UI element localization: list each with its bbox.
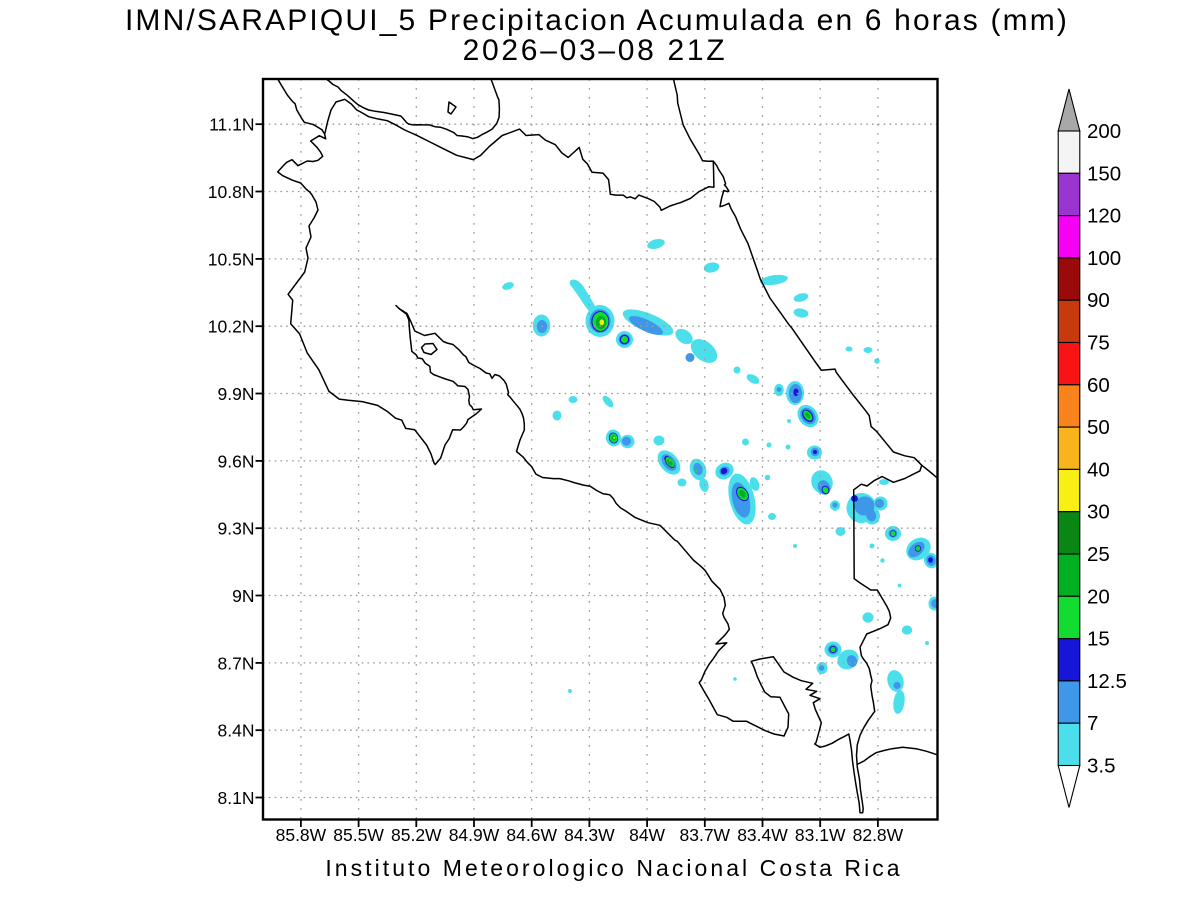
- svg-text:9.9N: 9.9N: [218, 384, 255, 404]
- svg-text:85.5W: 85.5W: [333, 825, 384, 845]
- svg-text:84W: 84W: [629, 825, 665, 845]
- svg-text:8.4N: 8.4N: [218, 721, 255, 741]
- svg-text:50: 50: [1087, 416, 1110, 439]
- svg-text:25: 25: [1087, 543, 1110, 566]
- svg-text:82.8W: 82.8W: [853, 825, 904, 845]
- svg-text:2026–03–08 21Z: 2026–03–08 21Z: [463, 34, 728, 67]
- svg-text:10.2N: 10.2N: [208, 317, 255, 337]
- svg-text:9N: 9N: [232, 586, 254, 606]
- svg-text:40: 40: [1087, 458, 1110, 481]
- svg-text:15: 15: [1087, 628, 1110, 651]
- svg-text:20: 20: [1087, 585, 1110, 608]
- svg-text:10.5N: 10.5N: [208, 249, 255, 269]
- svg-text:84.3W: 84.3W: [564, 825, 615, 845]
- svg-text:120: 120: [1087, 205, 1121, 228]
- svg-text:10.8N: 10.8N: [208, 182, 255, 202]
- svg-text:90: 90: [1087, 289, 1110, 312]
- svg-text:84.9W: 84.9W: [449, 825, 500, 845]
- svg-text:83.1W: 83.1W: [795, 825, 846, 845]
- svg-text:8.7N: 8.7N: [218, 653, 255, 673]
- svg-text:85.2W: 85.2W: [391, 825, 442, 845]
- svg-text:200: 200: [1087, 120, 1121, 143]
- svg-text:IMN/SARAPIQUI_5 Precipitacion: IMN/SARAPIQUI_5 Precipitacion Acumulada …: [125, 4, 1069, 37]
- svg-text:7: 7: [1087, 712, 1098, 735]
- svg-text:60: 60: [1087, 374, 1110, 397]
- svg-text:100: 100: [1087, 247, 1121, 270]
- svg-text:85.8W: 85.8W: [276, 825, 327, 845]
- svg-text:83.7W: 83.7W: [680, 825, 731, 845]
- svg-text:8.1N: 8.1N: [218, 788, 255, 808]
- svg-text:9.6N: 9.6N: [218, 451, 255, 471]
- svg-text:83.4W: 83.4W: [737, 825, 788, 845]
- svg-text:11.1N: 11.1N: [209, 115, 254, 135]
- svg-text:75: 75: [1087, 332, 1110, 355]
- svg-text:Instituto Meteorologico Nacion: Instituto Meteorologico Nacional Costa R…: [325, 855, 902, 881]
- svg-text:30: 30: [1087, 501, 1110, 524]
- svg-text:12.5: 12.5: [1087, 670, 1127, 693]
- svg-text:150: 150: [1087, 162, 1121, 185]
- svg-text:3.5: 3.5: [1087, 755, 1116, 778]
- svg-text:9.3N: 9.3N: [218, 519, 255, 539]
- svg-text:84.6W: 84.6W: [506, 825, 557, 845]
